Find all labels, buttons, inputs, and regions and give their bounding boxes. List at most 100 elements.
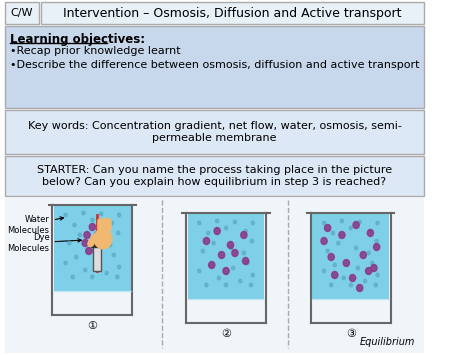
- Circle shape: [75, 255, 78, 259]
- Circle shape: [209, 262, 215, 268]
- Circle shape: [91, 275, 94, 279]
- Circle shape: [331, 231, 335, 235]
- Circle shape: [249, 283, 253, 287]
- Circle shape: [212, 241, 215, 245]
- Circle shape: [68, 241, 71, 245]
- FancyBboxPatch shape: [5, 110, 424, 154]
- Circle shape: [239, 279, 242, 283]
- Circle shape: [374, 244, 380, 251]
- Circle shape: [322, 221, 326, 225]
- Circle shape: [353, 222, 359, 229]
- Text: STARTER: Can you name the process taking place in the picture
below? Can you exp: STARTER: Can you name the process taking…: [37, 165, 392, 187]
- Circle shape: [216, 219, 219, 223]
- Text: Equilibrium: Equilibrium: [360, 337, 415, 347]
- Circle shape: [376, 273, 379, 277]
- Circle shape: [205, 283, 208, 287]
- Circle shape: [367, 229, 374, 236]
- Circle shape: [198, 221, 201, 225]
- Circle shape: [86, 247, 92, 255]
- Circle shape: [89, 224, 95, 230]
- Circle shape: [98, 258, 101, 262]
- Circle shape: [117, 231, 120, 235]
- Circle shape: [71, 275, 74, 279]
- Circle shape: [325, 224, 331, 231]
- Circle shape: [214, 228, 220, 235]
- Circle shape: [82, 211, 85, 215]
- Circle shape: [201, 249, 204, 253]
- Circle shape: [82, 240, 88, 246]
- Text: ①: ①: [87, 321, 97, 331]
- Circle shape: [374, 283, 377, 287]
- Circle shape: [241, 231, 247, 239]
- Text: •Recap prior knowledge learnt: •Recap prior knowledge learnt: [10, 46, 181, 56]
- Circle shape: [84, 231, 90, 239]
- Circle shape: [230, 246, 233, 250]
- Circle shape: [207, 231, 210, 235]
- Circle shape: [93, 247, 99, 255]
- Circle shape: [367, 251, 370, 255]
- Circle shape: [326, 249, 329, 253]
- FancyBboxPatch shape: [93, 246, 101, 271]
- Circle shape: [321, 237, 327, 245]
- Circle shape: [110, 221, 114, 225]
- Circle shape: [339, 231, 345, 239]
- Circle shape: [228, 241, 234, 248]
- Text: Dye
Molecules: Dye Molecules: [8, 233, 81, 253]
- Circle shape: [358, 220, 361, 224]
- Circle shape: [223, 268, 229, 274]
- Circle shape: [118, 265, 121, 269]
- Circle shape: [242, 251, 246, 255]
- Circle shape: [243, 257, 249, 264]
- Circle shape: [376, 221, 379, 225]
- Circle shape: [198, 269, 201, 273]
- Circle shape: [337, 241, 340, 245]
- Circle shape: [209, 263, 211, 267]
- Circle shape: [89, 240, 95, 246]
- FancyBboxPatch shape: [188, 213, 264, 299]
- Text: C/W: C/W: [11, 8, 33, 18]
- Circle shape: [224, 226, 228, 230]
- Circle shape: [342, 276, 345, 280]
- FancyBboxPatch shape: [41, 2, 424, 24]
- Circle shape: [64, 213, 67, 217]
- Circle shape: [233, 220, 237, 224]
- Circle shape: [356, 266, 360, 270]
- Circle shape: [369, 229, 372, 233]
- FancyBboxPatch shape: [312, 213, 389, 299]
- Circle shape: [96, 238, 100, 242]
- Circle shape: [333, 263, 337, 267]
- FancyBboxPatch shape: [5, 198, 424, 353]
- Text: Intervention – Osmosis, Diffusion and Active transport: Intervention – Osmosis, Diffusion and Ac…: [63, 6, 401, 20]
- Circle shape: [328, 253, 334, 261]
- Circle shape: [364, 279, 367, 283]
- Circle shape: [371, 261, 374, 265]
- Circle shape: [349, 283, 352, 287]
- Circle shape: [219, 251, 225, 258]
- Circle shape: [116, 275, 119, 279]
- Text: ③: ③: [346, 329, 356, 339]
- FancyBboxPatch shape: [5, 26, 424, 108]
- Circle shape: [349, 226, 352, 230]
- Circle shape: [246, 261, 249, 265]
- Circle shape: [96, 240, 103, 246]
- Circle shape: [109, 243, 112, 247]
- Circle shape: [340, 219, 344, 223]
- Circle shape: [83, 268, 87, 272]
- Circle shape: [251, 221, 255, 225]
- Text: ②: ②: [221, 329, 231, 339]
- Text: •Describe the difference between osmosis, diffusion and active transport: •Describe the difference between osmosis…: [10, 60, 420, 70]
- Circle shape: [250, 239, 254, 243]
- Circle shape: [244, 229, 247, 233]
- Circle shape: [365, 268, 372, 274]
- Circle shape: [329, 283, 333, 287]
- Circle shape: [64, 261, 67, 265]
- Circle shape: [251, 273, 255, 277]
- Circle shape: [118, 213, 121, 217]
- Circle shape: [356, 284, 363, 291]
- Circle shape: [355, 246, 358, 250]
- FancyBboxPatch shape: [54, 205, 131, 291]
- Text: Learning objectives:: Learning objectives:: [10, 33, 146, 46]
- Circle shape: [232, 266, 235, 270]
- Circle shape: [349, 274, 356, 282]
- Circle shape: [112, 253, 115, 257]
